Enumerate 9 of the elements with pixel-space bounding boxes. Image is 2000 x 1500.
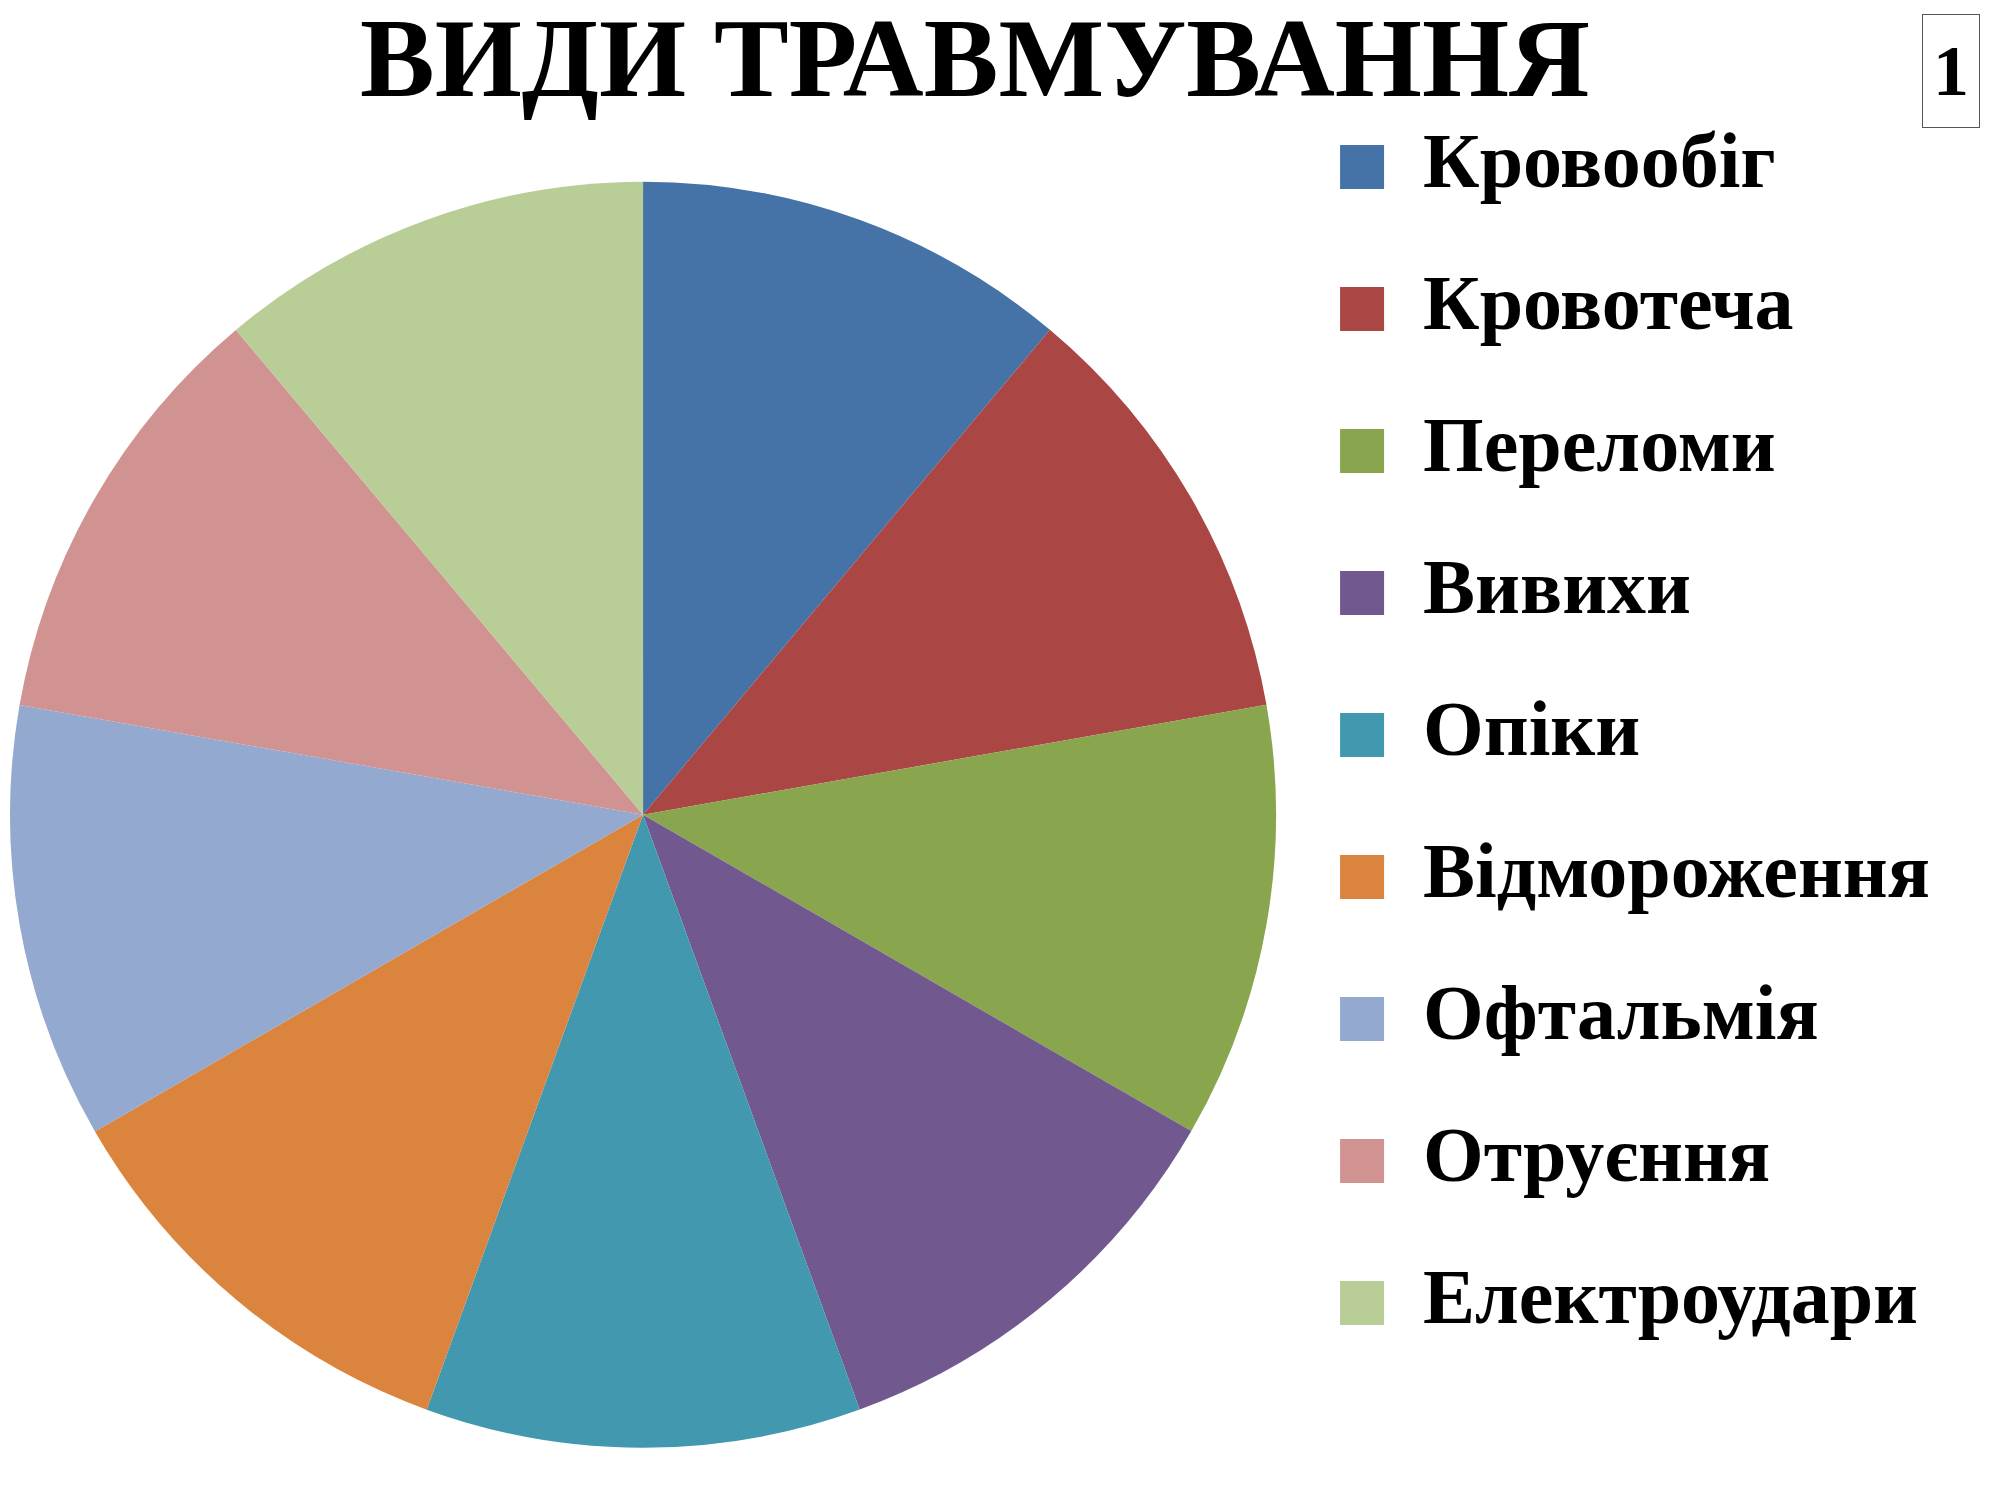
legend-label: Кровотеча <box>1423 259 1794 347</box>
legend-label: Отруєння <box>1423 1111 1771 1199</box>
legend-label: Опіки <box>1423 685 1641 773</box>
text: 1 <box>1922 14 1980 128</box>
legend-label: Відмороження <box>1423 827 1931 915</box>
legend-label: Офтальмія <box>1423 969 1819 1057</box>
legend-label: Електроудари <box>1423 1253 1918 1341</box>
legend-label: Вивихи <box>1423 543 1692 631</box>
legend-label: Переломи <box>1423 401 1776 489</box>
